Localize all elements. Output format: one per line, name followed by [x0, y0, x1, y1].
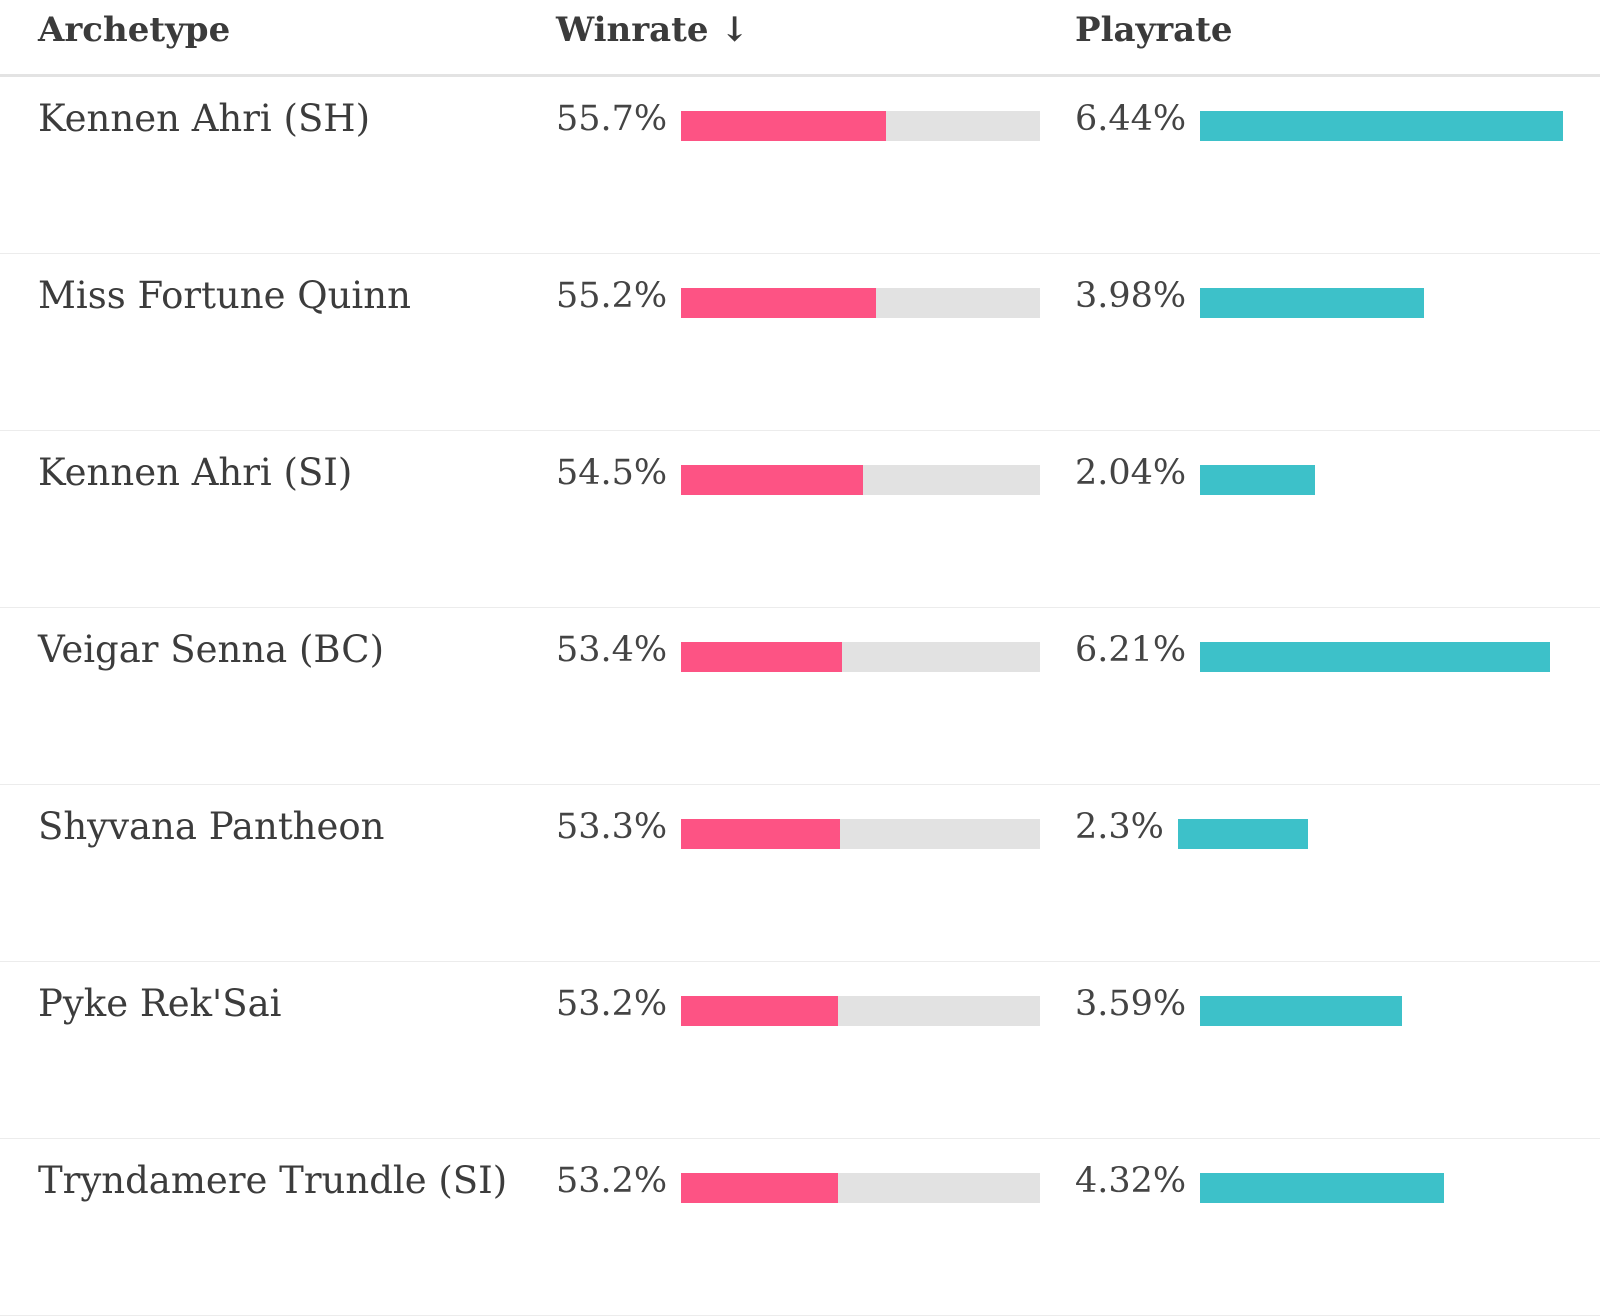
winrate-bar-track: [681, 996, 1040, 1026]
playrate-bar: [1200, 642, 1551, 672]
playrate-value: 2.04%: [1075, 453, 1187, 493]
winrate-bar-track: [681, 111, 1040, 141]
archetype-name[interactable]: Kennen Ahri (SH): [38, 97, 371, 140]
column-header-playrate[interactable]: Playrate: [1075, 10, 1233, 50]
table-header: Archetype Winrate ↓ Playrate: [0, 0, 1600, 77]
table-row[interactable]: Pyke Rek'Sai 53.2% 3.59%: [0, 962, 1600, 1139]
archetype-name[interactable]: Shyvana Pantheon: [38, 805, 385, 848]
column-header-winrate-sorted-desc[interactable]: Winrate ↓: [556, 10, 749, 50]
winrate-value: 54.5%: [556, 453, 668, 493]
archetype-name[interactable]: Veigar Senna (BC): [38, 628, 385, 671]
winrate-bar-fill: [681, 996, 839, 1026]
winrate-value: 53.2%: [556, 1161, 668, 1201]
archetype-name[interactable]: Kennen Ahri (SI): [38, 451, 353, 494]
winrate-value: 53.3%: [556, 807, 668, 847]
playrate-bar: [1200, 288, 1425, 318]
table-row[interactable]: Veigar Senna (BC) 53.4% 6.21%: [0, 608, 1600, 785]
winrate-value: 53.2%: [556, 984, 668, 1024]
winrate-value: 55.7%: [556, 99, 668, 139]
winrate-bar-fill: [681, 1173, 839, 1203]
playrate-value: 4.32%: [1075, 1161, 1187, 1201]
playrate-bar: [1178, 819, 1308, 849]
playrate-value: 2.3%: [1075, 807, 1164, 847]
winrate-bar-fill: [681, 288, 877, 318]
winrate-bar-track: [681, 465, 1040, 495]
winrate-bar-track: [681, 1173, 1040, 1203]
winrate-bar-fill: [681, 465, 863, 495]
table-row[interactable]: Kennen Ahri (SH) 55.7% 6.44%: [0, 77, 1600, 254]
winrate-bar-track: [681, 642, 1040, 672]
playrate-bar: [1200, 111, 1563, 141]
winrate-bar-fill: [681, 642, 842, 672]
winrate-bar-fill: [681, 111, 886, 141]
archetype-name[interactable]: Tryndamere Trundle (SI): [38, 1159, 508, 1202]
column-header-archetype[interactable]: Archetype: [38, 10, 231, 50]
playrate-bar: [1200, 1173, 1444, 1203]
winrate-value: 55.2%: [556, 276, 668, 316]
archetype-name[interactable]: Pyke Rek'Sai: [38, 982, 282, 1025]
playrate-value: 3.98%: [1075, 276, 1187, 316]
winrate-bar-track: [681, 819, 1040, 849]
playrate-bar: [1200, 996, 1403, 1026]
archetype-name[interactable]: Miss Fortune Quinn: [38, 274, 411, 317]
playrate-value: 6.44%: [1075, 99, 1187, 139]
winrate-bar-fill: [681, 819, 841, 849]
table-row[interactable]: Tryndamere Trundle (SI) 53.2% 4.32%: [0, 1139, 1600, 1316]
table-row[interactable]: Miss Fortune Quinn 55.2% 3.98%: [0, 254, 1600, 431]
playrate-value: 3.59%: [1075, 984, 1187, 1024]
playrate-bar: [1200, 465, 1315, 495]
table-row[interactable]: Kennen Ahri (SI) 54.5% 2.04%: [0, 431, 1600, 608]
winrate-value: 53.4%: [556, 630, 668, 670]
winrate-bar-track: [681, 288, 1040, 318]
table-row[interactable]: Shyvana Pantheon 53.3% 2.3%: [0, 785, 1600, 962]
playrate-value: 6.21%: [1075, 630, 1187, 670]
